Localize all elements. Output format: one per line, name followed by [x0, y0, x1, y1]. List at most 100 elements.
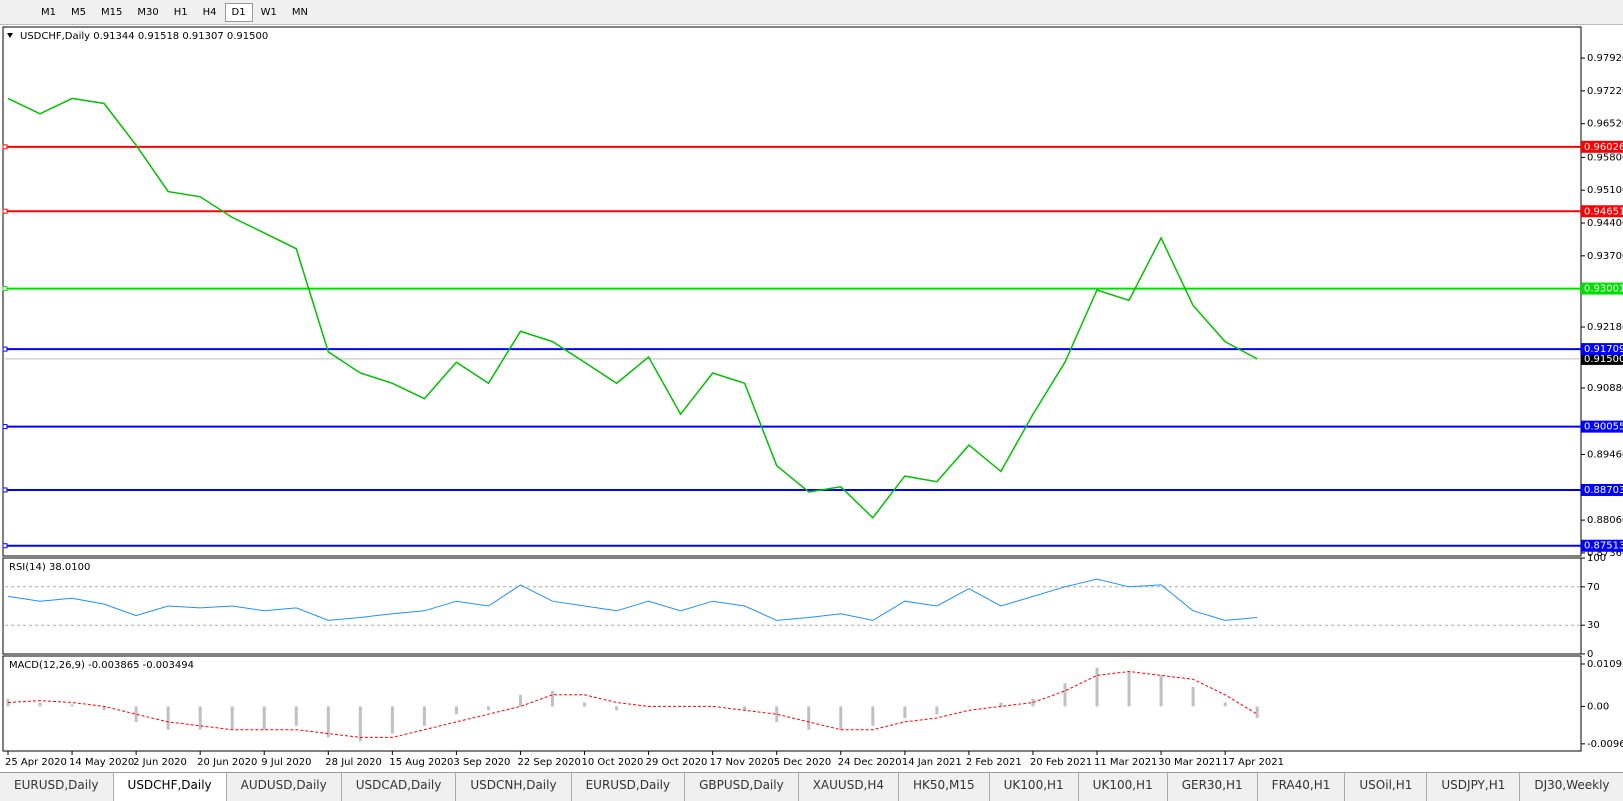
- symbol-tab[interactable]: USDCAD,Daily: [342, 773, 457, 801]
- x-tick-label: 2 Jun 2020: [133, 757, 187, 768]
- histogram-bar: [1191, 687, 1195, 707]
- histogram-bar: [326, 706, 330, 738]
- histogram-bar: [294, 706, 298, 726]
- x-tick-label: 30 Mar 2021: [1158, 757, 1221, 768]
- y-tick-label: 100: [1587, 553, 1606, 564]
- y-tick-label: 30: [1587, 620, 1600, 631]
- timeframe-button[interactable]: H1: [173, 6, 188, 18]
- histogram-bar: [711, 706, 715, 707]
- symbol-tab[interactable]: USDCHF,Daily: [113, 773, 227, 801]
- x-tick-label: 3 Sep 2020: [453, 757, 510, 768]
- level-label-box: [1581, 282, 1623, 295]
- symbol-tabs: EURUSD,Daily USDCHF,Daily AUDUSD,Daily USDC…: [0, 772, 1623, 801]
- timeframe-button[interactable]: M5: [71, 6, 86, 18]
- symbol-tab[interactable]: DJ30,Weekly: [1520, 773, 1623, 801]
- timeframe-button[interactable]: M1: [41, 6, 56, 18]
- symbol-tab[interactable]: UK100,H1: [1079, 773, 1168, 801]
- histogram-bar: [1095, 667, 1099, 707]
- y-tick-label: 0.00: [1587, 701, 1609, 712]
- histogram-bar: [198, 706, 202, 730]
- histogram-bar: [775, 706, 779, 722]
- symbol-tab[interactable]: XAUUSD,H4: [799, 773, 900, 801]
- symbol-tab[interactable]: USOil,H1: [1345, 773, 1428, 801]
- level-label: 0.96026: [1584, 142, 1623, 153]
- timeframe-button[interactable]: M30: [137, 6, 159, 18]
- histogram-bar: [486, 706, 490, 711]
- symbol-tab[interactable]: EURUSD,Daily: [0, 773, 114, 801]
- symbol-tab[interactable]: FRA40,H1: [1258, 773, 1346, 801]
- histogram-bar: [615, 706, 619, 711]
- x-tick-label: 2 Feb 2021: [966, 757, 1022, 768]
- histogram-bar: [999, 702, 1003, 707]
- histogram-bar: [454, 706, 458, 715]
- series-line: [7, 578, 1258, 621]
- histogram-bar: [70, 704, 74, 707]
- histogram-bar: [6, 698, 10, 707]
- x-tick-label: 5 Dec 2020: [774, 757, 832, 768]
- timeframe-button[interactable]: MN: [291, 6, 308, 18]
- histogram-bar: [230, 706, 234, 730]
- histogram-bar: [839, 706, 843, 730]
- current-price-label: 0.91500: [1584, 354, 1623, 365]
- level-label: 0.91709: [1584, 344, 1623, 355]
- timeframe-button[interactable]: W1: [260, 6, 277, 18]
- series-line: [7, 670, 1258, 738]
- histogram-bar: [871, 706, 875, 726]
- symbol-tab[interactable]: USDCNH,Daily: [456, 773, 572, 801]
- level-marker: [2, 543, 8, 549]
- panel-title: MACD(12,26,9) -0.003865 -0.003494: [9, 660, 194, 671]
- level-label: 0.94651: [1584, 206, 1623, 217]
- x-tick-label: 14 May 2020: [69, 757, 134, 768]
- timeframe-button[interactable]: M15: [101, 6, 123, 18]
- level-label-box: [1581, 483, 1623, 496]
- histogram-bar: [1127, 671, 1131, 707]
- symbol-tab[interactable]: AUDUSD,Daily: [227, 773, 342, 801]
- histogram-bar: [422, 706, 426, 726]
- level-label-box: [1581, 205, 1623, 218]
- symbol-tab[interactable]: HK50,M15: [899, 773, 990, 801]
- x-tick-label: 22 Sep 2020: [517, 757, 580, 768]
- x-tick-label: 25 Apr 2020: [5, 757, 67, 768]
- level-marker: [2, 346, 8, 352]
- symbol-tab[interactable]: GBPUSD,Daily: [685, 773, 799, 801]
- level-marker: [2, 208, 8, 214]
- level-label-box: [1581, 539, 1623, 552]
- timeframe-button[interactable]: H4: [202, 6, 217, 18]
- x-tick-label: 24 Dec 2020: [838, 757, 902, 768]
- chart-area: USDCHF,Daily 0.91344 0.91518 0.91307 0.9…: [2, 26, 1623, 768]
- histogram-bar: [262, 706, 266, 730]
- x-tick-label: 9 Jul 2020: [261, 757, 311, 768]
- series-line: [7, 97, 1258, 519]
- timeframe-toolbar: M1 M5 M15 M30 H1 H4 D1 W1 MN: [0, 0, 1623, 25]
- y-tick-label: 70: [1587, 582, 1600, 593]
- panel-title: USDCHF,Daily 0.91344 0.91518 0.91307 0.9…: [20, 31, 268, 42]
- x-tick-label: 17 Nov 2020: [710, 757, 774, 768]
- histogram-bar: [583, 702, 587, 707]
- symbol-tab[interactable]: USDJPY,H1: [1427, 773, 1521, 801]
- histogram-bar: [807, 706, 811, 730]
- symbol-tab[interactable]: EURUSD,Daily: [572, 773, 686, 801]
- timeframe-button[interactable]: D1: [224, 2, 253, 22]
- symbol-tab[interactable]: GER30,H1: [1168, 773, 1258, 801]
- x-tick-label: 20 Feb 2021: [1030, 757, 1092, 768]
- title-arrow: [7, 33, 13, 38]
- histogram-bar: [1159, 675, 1163, 707]
- histogram-bar: [1223, 702, 1227, 707]
- rsi-panel-border: [2, 557, 1582, 655]
- level-label: 0.88703: [1584, 485, 1623, 496]
- current-price-box: [1581, 352, 1623, 365]
- histogram-bar: [390, 706, 394, 734]
- level-marker: [2, 286, 8, 292]
- symbol-tab[interactable]: UK100,H1: [990, 773, 1079, 801]
- x-tick-label: 14 Jan 2021: [902, 757, 962, 768]
- histogram-bar: [551, 690, 555, 707]
